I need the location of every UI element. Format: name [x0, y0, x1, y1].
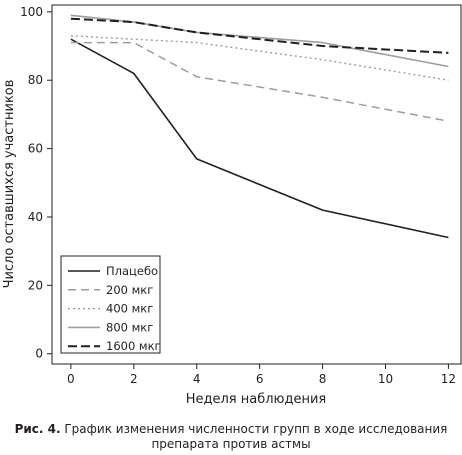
legend-label: 800 мкг	[106, 320, 153, 334]
legend-label: 1600 мкг	[106, 339, 161, 353]
y-tick-label: 0	[35, 347, 43, 361]
y-axis-label: Число оставшихся участников	[2, 80, 17, 289]
axis-ticks: 0 20 40 60 80 100 0 2 4 6 8 10 12	[20, 5, 456, 386]
legend: Плацебо 200 мкг 400 мкг 800 мкг 1600 мкг	[60, 255, 161, 354]
x-tick-label: 4	[193, 372, 201, 386]
y-tick-label: 80	[28, 73, 43, 87]
x-tick-label: 2	[130, 372, 138, 386]
y-tick-label: 60	[28, 142, 43, 156]
x-tick-label: 6	[256, 372, 264, 386]
x-tick-label: 10	[378, 372, 393, 386]
figure-caption: Рис. 4. График изменения численности гру…	[0, 422, 462, 452]
x-tick-label: 8	[319, 372, 327, 386]
caption-line-2: препарата против астмы	[151, 437, 311, 451]
x-axis-label: Неделя наблюдения	[186, 392, 327, 407]
series-line-2	[70, 35, 449, 81]
legend-label: Плацебо	[106, 264, 158, 278]
plot-frame	[51, 4, 462, 365]
legend-label: 200 мкг	[106, 283, 153, 297]
caption-label: Рис. 4.	[14, 422, 61, 436]
caption-line-1: Рис. 4. График изменения численности гру…	[0, 422, 462, 437]
series-line-4	[70, 17, 449, 54]
y-tick-label: 40	[28, 210, 43, 224]
series-line-0	[70, 38, 449, 239]
y-tick-label: 100	[20, 5, 43, 19]
y-tick-label: 20	[28, 278, 43, 292]
x-tick-label: 12	[441, 372, 456, 386]
caption-text: График изменения численности групп в ход…	[60, 422, 448, 436]
legend-label: 400 мкг	[106, 302, 153, 316]
series-line-3	[70, 14, 449, 68]
x-tick-label: 0	[67, 372, 75, 386]
series-lines	[70, 14, 449, 239]
series-line-1	[70, 41, 449, 122]
legend-box	[60, 255, 161, 354]
